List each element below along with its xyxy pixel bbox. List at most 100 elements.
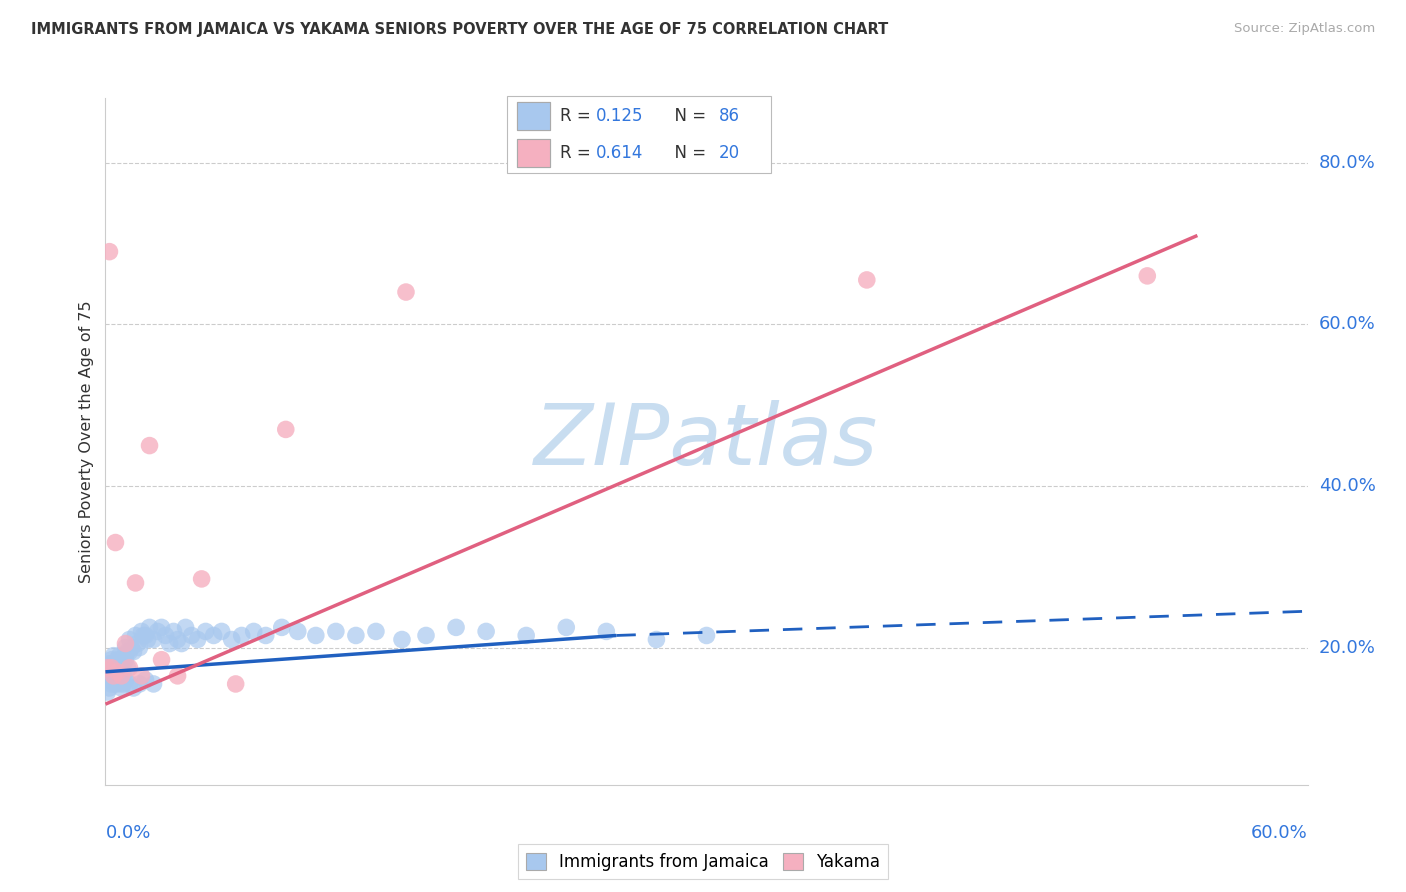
- Point: [595, 624, 617, 639]
- Point: [225, 677, 247, 691]
- Point: [124, 628, 146, 642]
- Point: [104, 673, 127, 687]
- Point: [103, 648, 125, 663]
- Point: [100, 653, 122, 667]
- Point: [117, 661, 139, 675]
- Point: [108, 648, 131, 663]
- Point: [364, 624, 387, 639]
- Point: [118, 661, 141, 675]
- Point: [395, 285, 418, 299]
- Bar: [516, 102, 550, 130]
- Point: [118, 677, 141, 691]
- Point: [98, 665, 121, 679]
- Point: [100, 677, 122, 691]
- Point: [107, 653, 129, 667]
- Point: [305, 628, 328, 642]
- Point: [110, 665, 132, 679]
- Point: [132, 628, 155, 642]
- Point: [221, 632, 243, 647]
- Point: [174, 620, 197, 634]
- Point: [118, 632, 141, 647]
- Point: [128, 640, 150, 655]
- Bar: [516, 102, 550, 130]
- Point: [98, 244, 121, 259]
- Bar: [516, 138, 550, 168]
- Point: [122, 645, 145, 659]
- Point: [103, 669, 125, 683]
- Text: 0.0%: 0.0%: [105, 824, 150, 842]
- Legend: Immigrants from Jamaica, Yakama: Immigrants from Jamaica, Yakama: [517, 845, 889, 880]
- Point: [98, 681, 121, 695]
- Point: [127, 636, 149, 650]
- Text: 80.0%: 80.0%: [1319, 153, 1375, 172]
- Text: R =: R =: [560, 145, 596, 162]
- Point: [118, 645, 141, 659]
- Text: 86: 86: [718, 107, 740, 125]
- Point: [110, 681, 132, 695]
- Point: [107, 661, 129, 675]
- Point: [696, 628, 718, 642]
- Point: [415, 628, 437, 642]
- Point: [287, 624, 309, 639]
- Point: [136, 632, 159, 647]
- Point: [146, 624, 169, 639]
- Point: [100, 669, 122, 683]
- Point: [270, 620, 292, 634]
- Point: [108, 661, 131, 675]
- Point: [112, 657, 135, 671]
- Point: [162, 624, 184, 639]
- Point: [150, 620, 173, 634]
- Point: [117, 645, 139, 659]
- Point: [104, 661, 127, 675]
- Point: [187, 632, 209, 647]
- Point: [107, 665, 129, 679]
- Point: [645, 632, 668, 647]
- Point: [131, 669, 153, 683]
- Point: [131, 624, 153, 639]
- Point: [138, 439, 160, 453]
- Point: [104, 677, 127, 691]
- Point: [515, 628, 537, 642]
- Point: [254, 628, 277, 642]
- Point: [391, 632, 413, 647]
- Point: [242, 624, 264, 639]
- Point: [122, 681, 145, 695]
- Point: [135, 673, 157, 687]
- Text: 0.614: 0.614: [596, 145, 644, 162]
- Point: [98, 657, 121, 671]
- Point: [103, 673, 125, 687]
- Text: 0.125: 0.125: [596, 107, 644, 125]
- Point: [98, 673, 121, 687]
- Point: [100, 661, 122, 675]
- Point: [444, 620, 467, 634]
- Point: [190, 572, 212, 586]
- Point: [128, 677, 150, 691]
- Text: ZIPatlas: ZIPatlas: [534, 400, 879, 483]
- Point: [1136, 268, 1159, 283]
- Point: [121, 640, 143, 655]
- Point: [142, 677, 165, 691]
- Point: [855, 273, 877, 287]
- Point: [142, 632, 165, 647]
- Point: [96, 661, 118, 675]
- Point: [103, 665, 125, 679]
- Point: [112, 669, 135, 683]
- Point: [475, 624, 498, 639]
- Point: [180, 628, 202, 642]
- Point: [135, 628, 157, 642]
- Text: IMMIGRANTS FROM JAMAICA VS YAKAMA SENIORS POVERTY OVER THE AGE OF 75 CORRELATION: IMMIGRANTS FROM JAMAICA VS YAKAMA SENIOR…: [31, 22, 889, 37]
- Point: [166, 669, 188, 683]
- Point: [124, 576, 146, 591]
- Text: 60.0%: 60.0%: [1251, 824, 1308, 842]
- Point: [166, 632, 188, 647]
- Point: [114, 640, 136, 655]
- Text: Source: ZipAtlas.com: Source: ZipAtlas.com: [1234, 22, 1375, 36]
- Point: [110, 653, 132, 667]
- Text: R =: R =: [560, 107, 596, 125]
- Point: [100, 661, 122, 675]
- Point: [170, 636, 193, 650]
- Point: [274, 422, 297, 436]
- Point: [344, 628, 367, 642]
- Point: [108, 677, 131, 691]
- Point: [114, 653, 136, 667]
